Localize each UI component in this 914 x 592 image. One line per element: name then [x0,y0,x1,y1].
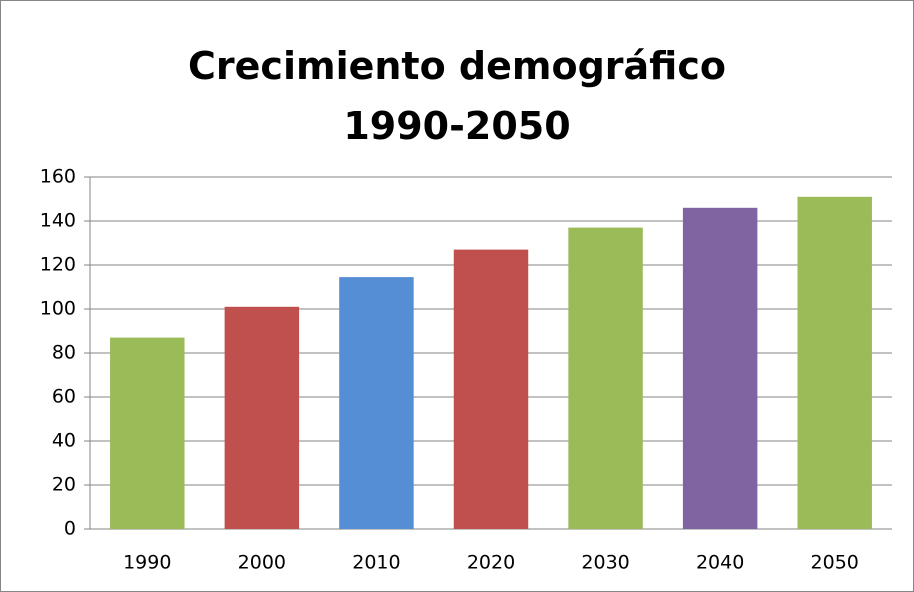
y-tick-label: 140 [40,210,76,232]
bar [224,306,300,529]
x-tick-label: 1990 [123,552,171,574]
y-tick-label: 0 [64,518,76,540]
x-tick-label: 2010 [352,552,400,574]
y-tick-label: 160 [40,166,76,188]
y-tick-label: 100 [40,298,76,320]
x-tick-label: 2020 [467,552,515,574]
y-tick-label: 60 [52,386,76,408]
y-tick-label: 80 [52,342,76,364]
bar [797,196,872,530]
y-tick-label: 120 [40,254,76,276]
x-tick-label: 2030 [581,552,629,574]
x-tick-label: 2040 [696,552,744,574]
bar [682,207,758,530]
x-tick-label: 2050 [811,552,859,574]
bar [110,337,185,529]
bar [453,249,529,529]
y-tick-label: 40 [52,430,76,452]
bar [339,277,414,529]
y-tick-label: 20 [52,474,76,496]
x-tick-label: 2000 [238,552,286,574]
chart-title: Crecimiento demográfico 1990-2050 [188,44,726,148]
bar [568,227,643,529]
